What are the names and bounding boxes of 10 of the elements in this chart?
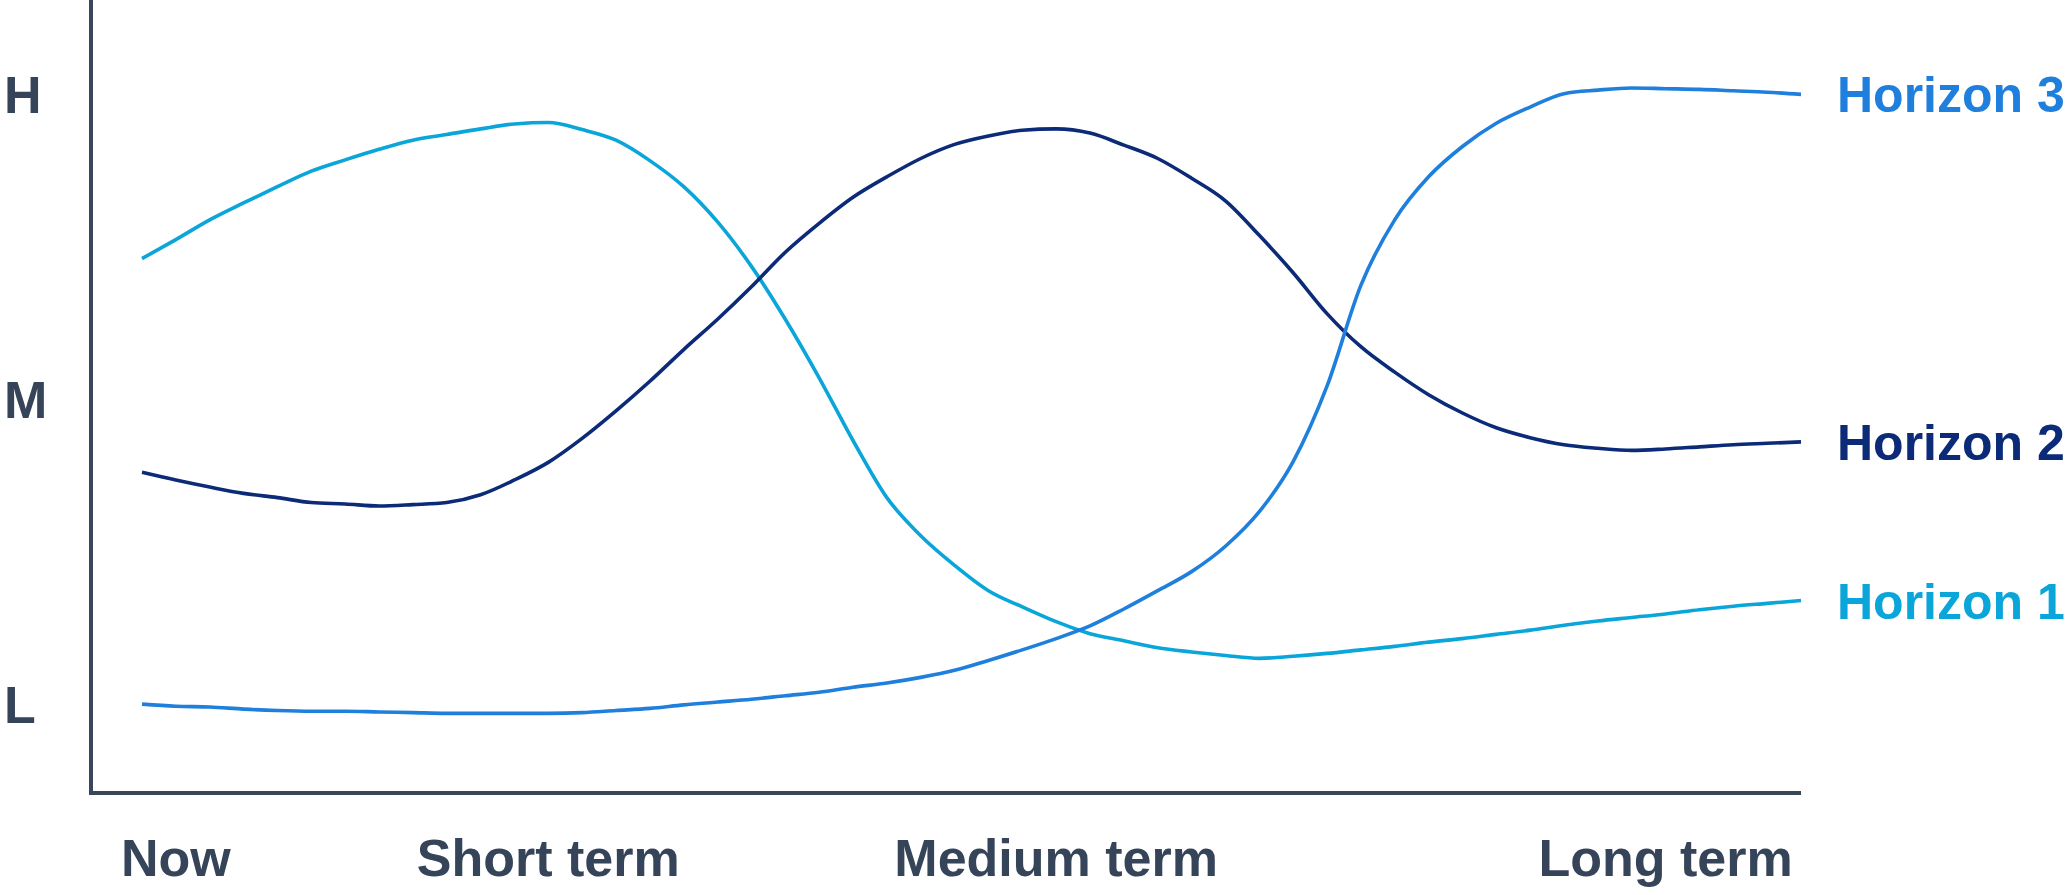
x-tick-label: Short term — [416, 829, 680, 887]
x-tick-label: Long term — [1538, 829, 1793, 887]
text: L — [4, 675, 36, 734]
series-label: Horizon 2 — [1837, 414, 2065, 471]
x-tick-label: Now — [120, 829, 232, 887]
text: M — [4, 370, 48, 429]
text: H — [4, 65, 42, 124]
series-label: Horizon 3 — [1837, 67, 2065, 124]
series-label: Horizon 1 — [1837, 573, 2065, 630]
x-tick-label: Medium term — [894, 829, 1218, 887]
